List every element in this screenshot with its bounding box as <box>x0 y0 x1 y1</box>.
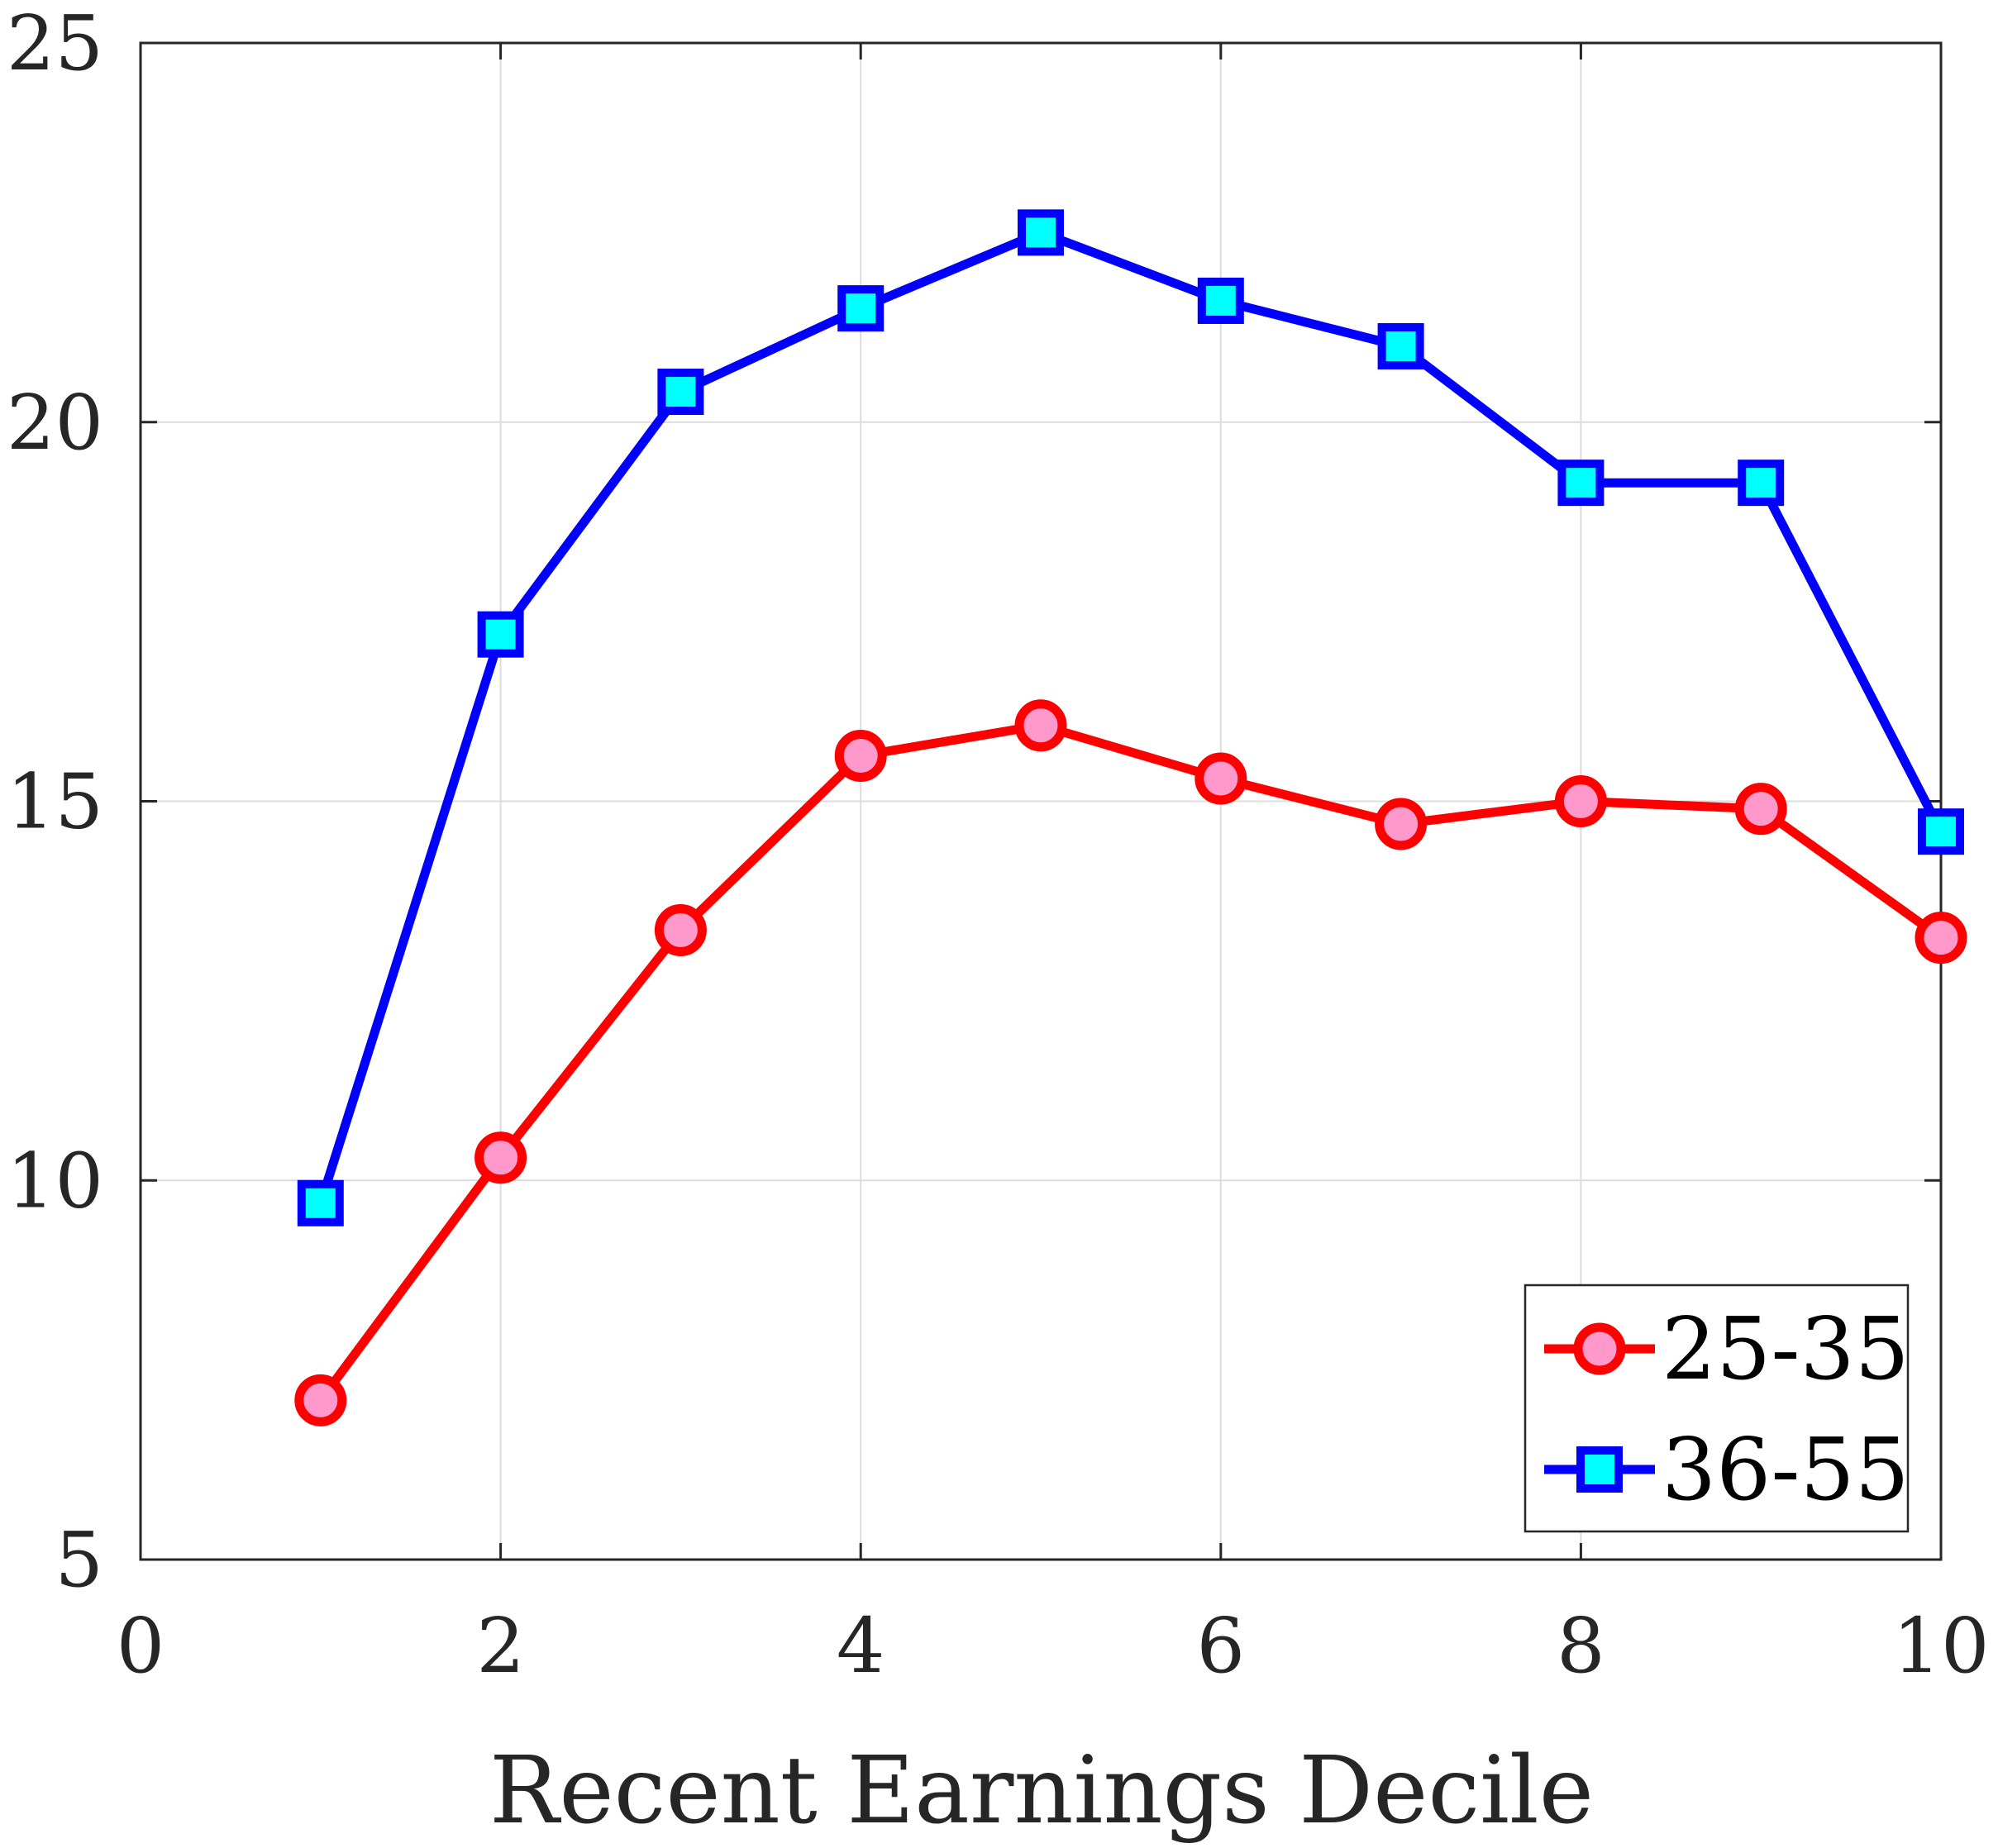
series-group <box>294 209 1967 1426</box>
data-point-25-35 <box>1915 912 1967 964</box>
x-tick-label: 6 <box>1197 1602 1246 1690</box>
y-tick-label: 10 <box>7 1136 103 1225</box>
y-tick-label: 5 <box>55 1516 103 1604</box>
y-tick-label: 15 <box>7 758 103 846</box>
data-point-25-35 <box>1375 798 1428 850</box>
legend-marker-circle <box>1573 1322 1626 1375</box>
x-tick-label: 8 <box>1557 1602 1605 1690</box>
data-point-36-55 <box>1018 209 1064 256</box>
legend-marker-square <box>1576 1446 1623 1493</box>
data-point-25-35 <box>1195 752 1247 805</box>
data-point-36-55 <box>1197 277 1244 324</box>
data-point-25-35 <box>834 729 887 782</box>
data-point-36-55 <box>477 611 524 658</box>
legend: 25-35 36-55 <box>1524 1284 1910 1533</box>
data-point-36-55 <box>1377 323 1424 369</box>
data-point-25-35 <box>1554 775 1607 827</box>
data-point-36-55 <box>1738 460 1785 507</box>
data-point-25-35 <box>1734 783 1787 836</box>
data-point-36-55 <box>1918 808 1964 855</box>
data-point-36-55 <box>1557 460 1605 507</box>
legend-label-36-55: 36-55 <box>1662 1419 1910 1520</box>
data-point-36-55 <box>297 1179 344 1226</box>
data-point-25-35 <box>294 1374 347 1426</box>
axis-ticks <box>139 41 1943 1561</box>
data-point-25-35 <box>1014 699 1067 752</box>
x-tick-label: 2 <box>476 1602 525 1690</box>
y-tick-label: 25 <box>7 0 103 88</box>
legend-label-25-35: 25-35 <box>1662 1298 1910 1399</box>
data-point-36-55 <box>657 369 704 416</box>
x-tick-label: 10 <box>1892 1602 1989 1690</box>
y-tick-label: 20 <box>7 379 103 467</box>
data-point-25-35 <box>474 1131 527 1184</box>
y-tick-labels: 5 10 15 20 25 <box>7 0 103 1604</box>
x-tick-labels: 0 2 4 6 8 10 <box>117 1602 1990 1690</box>
x-tick-label: 0 <box>117 1602 165 1690</box>
series-line-36-55 <box>316 227 1945 1205</box>
data-point-36-55 <box>837 285 885 332</box>
series-line-25-35 <box>317 721 1944 1403</box>
x-axis-title: Recent Earnings Decile <box>489 1737 1594 1845</box>
data-point-25-35 <box>654 903 707 956</box>
x-tick-label: 4 <box>837 1602 885 1690</box>
